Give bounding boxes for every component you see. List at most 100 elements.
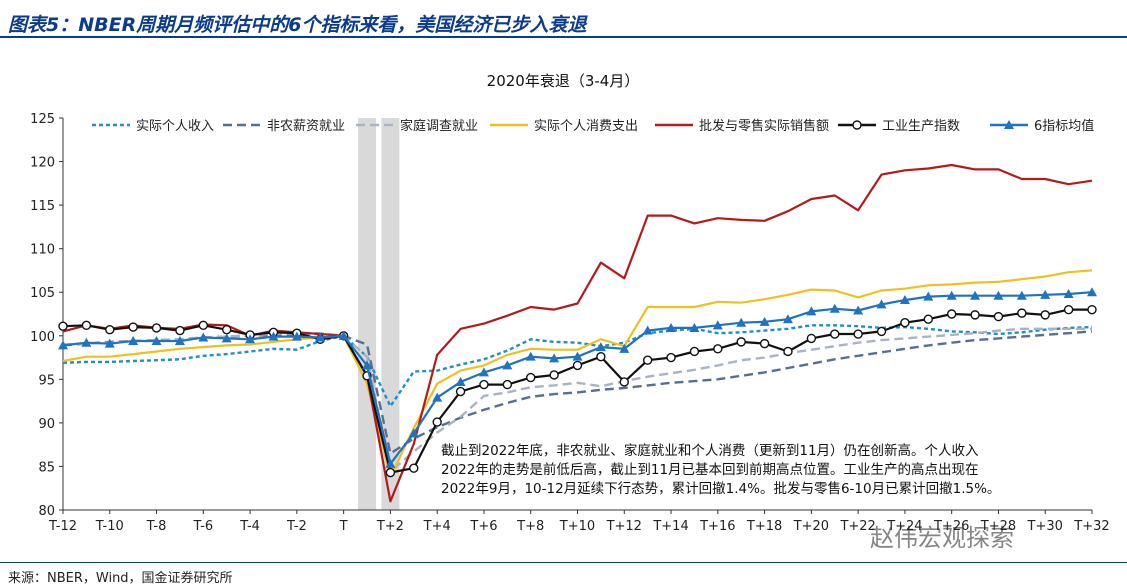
legend-label: 非农薪资就业 — [267, 119, 345, 134]
data-point — [151, 323, 162, 333]
y-tick-label: 110 — [30, 243, 55, 258]
recession-band — [381, 118, 400, 510]
data-point — [619, 343, 630, 353]
data-point — [198, 332, 209, 342]
y-tick-label: 95 — [38, 373, 55, 388]
x-tick-label: T-4 — [239, 519, 260, 534]
x-tick-label: T+10 — [559, 519, 595, 534]
watermark: 赵伟宏观探索 — [870, 524, 1014, 552]
legend-label: 工业生产指数 — [882, 119, 960, 134]
data-point — [923, 291, 934, 301]
data-point — [478, 367, 489, 377]
top-rule — [0, 36, 1127, 38]
x-tick-label: T-8 — [146, 519, 167, 534]
y-tick-label: 90 — [38, 417, 55, 432]
data-point — [455, 386, 466, 397]
data-point — [455, 376, 466, 386]
y-tick-label: 105 — [30, 286, 55, 301]
data-point — [1087, 287, 1097, 297]
data-point — [782, 314, 793, 324]
data-point — [128, 322, 138, 332]
data-point — [1063, 304, 1074, 315]
data-point — [221, 333, 232, 343]
series-line — [62, 327, 1092, 473]
data-point — [81, 320, 92, 331]
x-tick-label: T+18 — [746, 519, 782, 534]
axes: 80 85 90 95 100 105 110 115 120 125 T-12 T-10 T-8 T-6… — [30, 112, 1110, 534]
data-point — [432, 417, 442, 427]
data-point — [923, 314, 933, 324]
x-tick-label: T+22 — [839, 519, 875, 534]
x-tick-label: T+30 — [1027, 519, 1063, 534]
recession-band — [358, 118, 377, 510]
legend-label: 实际个人消费支出 — [534, 119, 638, 134]
data-point — [385, 458, 396, 468]
chart-title: 2020年衰退（3-4月） — [487, 72, 640, 90]
data-point — [58, 340, 68, 350]
data-point — [525, 351, 536, 361]
data-point — [409, 463, 419, 473]
data-point — [572, 351, 583, 361]
data-point — [946, 309, 957, 319]
data-point — [900, 318, 910, 328]
data-point — [853, 329, 863, 339]
x-tick-label: T+32 — [1073, 519, 1109, 534]
x-tick-label: T+28 — [980, 519, 1016, 534]
data-point — [829, 303, 840, 313]
data-point — [362, 360, 373, 370]
y-tick-label: 80 — [38, 504, 55, 519]
data-point — [1017, 308, 1027, 318]
x-tick-label: T+14 — [652, 519, 688, 534]
data-point — [502, 360, 513, 370]
data-point — [1040, 310, 1050, 320]
x-tick-label: T-2 — [286, 519, 307, 534]
data-point — [759, 338, 770, 349]
y-tick-label: 115 — [30, 199, 55, 214]
data-point — [619, 377, 629, 387]
data-point — [970, 310, 980, 320]
data-point — [549, 353, 560, 363]
x-tick-label: T — [339, 519, 348, 534]
data-point — [128, 336, 139, 346]
x-tick-label: T+12 — [606, 519, 642, 534]
data-point — [666, 322, 677, 332]
data-point — [689, 322, 700, 332]
data-point — [876, 299, 887, 309]
data-point — [338, 330, 349, 340]
annotation-line-2: 2022年的走势是前低后高，截止到11月已基本回到前期高点位置。工业生产的高点出… — [441, 461, 979, 478]
figure-title: 图表5：NBER周期月频评估中的6个指标来看，美国经济已步入衰退 — [8, 14, 587, 36]
legend-marker — [852, 120, 862, 130]
data-point — [151, 336, 162, 346]
line-chart: 2020年衰退（3-4月） 80 85 90 95 100 105 110 115 120 125… — [30, 72, 1110, 534]
x-tick-label: T-10 — [95, 519, 124, 534]
data-point — [806, 306, 817, 316]
data-point — [853, 305, 864, 315]
series-lines — [58, 163, 1097, 503]
annotation-line-3: 2022年9月，10-12月延续下行态势，累计回撤1.4%。批发与零售6-10月… — [441, 481, 1000, 497]
data-point — [1087, 304, 1097, 315]
data-point — [736, 337, 746, 347]
data-point — [689, 346, 700, 357]
data-point — [1063, 288, 1074, 298]
data-point — [268, 331, 279, 341]
data-point — [713, 344, 723, 354]
legend-label: 6指标均值 — [1034, 118, 1094, 134]
y-tick-label: 120 — [30, 156, 55, 171]
series-line — [62, 163, 1093, 503]
x-tick-label: T-6 — [192, 519, 213, 534]
data-point — [970, 290, 981, 300]
data-point — [502, 379, 513, 390]
data-point — [806, 333, 817, 344]
data-point — [198, 320, 209, 331]
series-line — [62, 269, 1093, 478]
data-point — [385, 467, 396, 478]
data-point — [642, 325, 653, 335]
series-line — [62, 324, 1093, 408]
data-point — [783, 346, 793, 357]
data-point — [408, 428, 419, 438]
x-tick-label: T+20 — [793, 519, 829, 534]
x-tick-label: T+26 — [933, 519, 969, 534]
source-note: 来源：NBER，Wind，国金证券研究所 — [8, 571, 233, 586]
data-point — [712, 320, 723, 330]
data-point — [993, 311, 1004, 322]
